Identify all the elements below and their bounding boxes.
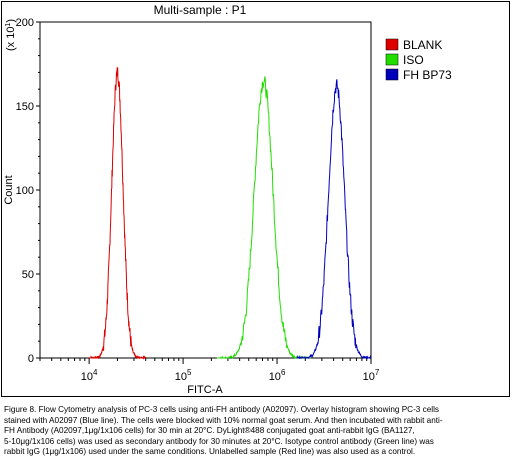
legend-label: FH BP73: [403, 68, 452, 82]
legend-swatch: [385, 68, 399, 81]
y-axis-multiplier-exp: 1: [5, 23, 12, 27]
x-tick-label: 106: [269, 368, 286, 383]
series-line: [216, 76, 311, 360]
y-tick-label: 100: [16, 185, 34, 197]
figure-frame: [1, 1, 510, 397]
y-axis-ticks: 0 50 100 150 200: [16, 17, 40, 365]
y-axis-label: Count: [3, 175, 15, 204]
caption-line: 5-10μg/1x106 cells) was used as secondar…: [4, 436, 434, 446]
caption-line: Figure 8. Flow Cytometry analysis of PC-…: [4, 405, 440, 414]
series-line: [296, 79, 372, 360]
caption-line: stained with A02097 (Blue line). The cel…: [4, 415, 443, 425]
legend-swatch: [385, 53, 399, 66]
y-axis-multiplier-prefix: (x 10: [5, 27, 17, 51]
series-layer: [88, 67, 372, 360]
legend-swatch: [385, 38, 399, 51]
x-tick-label: 105: [175, 368, 192, 383]
caption-line: rabbit IgG (1μg/1x106) used under the sa…: [4, 447, 416, 457]
caption-line: FH Antibody (A02097,1μg/1x106 cells) for…: [4, 426, 415, 436]
figure-caption: Figure 8. Flow Cytometry analysis of PC-…: [4, 405, 509, 458]
y-axis-multiplier-close: ): [5, 19, 17, 23]
plot-area: [39, 21, 372, 359]
x-tick-label: 107: [363, 368, 380, 383]
y-axis-multiplier: (x 101): [5, 19, 17, 51]
x-tick-label: 104: [81, 368, 98, 383]
y-tick-label: 150: [16, 101, 34, 113]
histogram-chart: Multi-sample : P1 (x 101) Count FITC-A 0…: [3, 3, 452, 396]
legend-label: ISO: [403, 53, 424, 67]
x-axis-label: FITC-A: [187, 384, 223, 396]
x-axis-ticks: 104 105 106 107: [39, 358, 380, 383]
chart-title: Multi-sample : P1: [154, 3, 247, 17]
y-tick-label: 50: [22, 269, 34, 281]
legend-label: BLANK: [403, 38, 442, 52]
y-tick-label: 0: [28, 353, 34, 365]
y-tick-label: 200: [16, 17, 34, 29]
series-line: [88, 67, 147, 360]
